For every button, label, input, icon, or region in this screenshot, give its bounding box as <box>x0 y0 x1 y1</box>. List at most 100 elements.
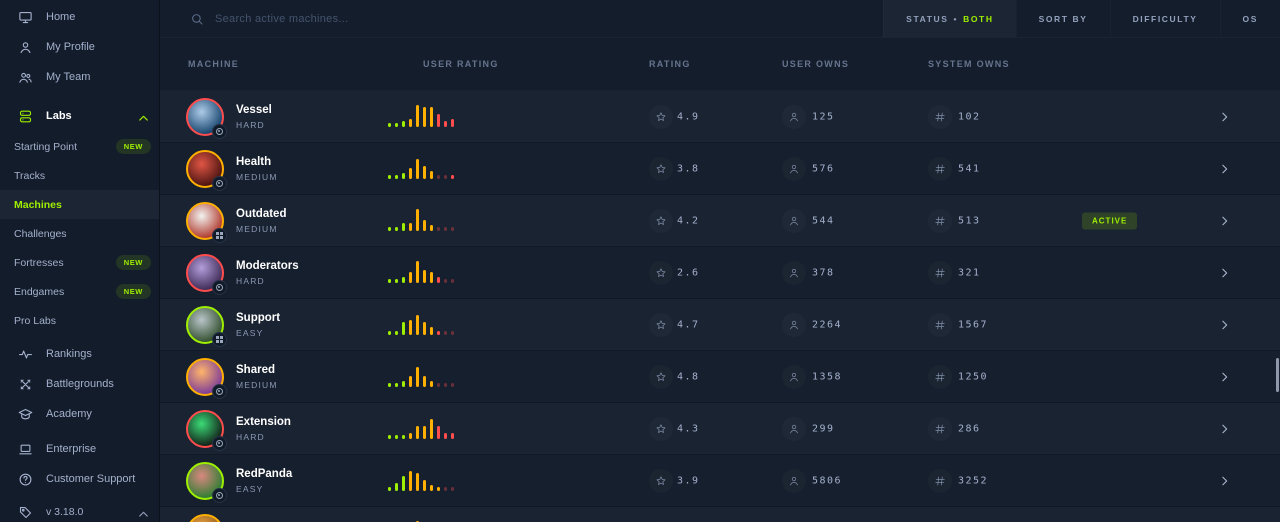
machine-row-redpanda[interactable]: RedPanda EASY 3.9 5806 3252 <box>160 455 1280 507</box>
machine-name: Vessel <box>236 103 272 116</box>
chevron-right-icon[interactable] <box>1218 110 1231 123</box>
filter-difficulty[interactable]: DIFFICULTY <box>1110 0 1220 37</box>
rating-value: 4.3 <box>677 423 700 434</box>
sidebar-item-label: Enterprise <box>46 443 97 455</box>
histogram-bar <box>388 279 391 283</box>
filter-status[interactable]: STATUS • BOTH <box>883 0 1016 37</box>
histogram-bar <box>388 435 391 439</box>
histogram-bar <box>430 484 433 491</box>
machine-row-health[interactable]: Health MEDIUM 3.8 576 541 <box>160 143 1280 195</box>
filter-os[interactable]: OS <box>1220 0 1280 37</box>
user-icon <box>782 105 806 129</box>
user-owns-value: 576 <box>812 163 835 174</box>
histogram-bar <box>437 175 440 179</box>
histogram-bar <box>444 279 447 283</box>
user-icon <box>18 40 33 55</box>
histogram-bar <box>423 220 426 231</box>
chevron-up-icon[interactable] <box>136 111 148 122</box>
sidebar-item-challenges[interactable]: Challenges <box>0 219 159 248</box>
machine-avatar <box>186 254 227 295</box>
active-status-badge: ACTIVE <box>1082 212 1138 229</box>
machine-avatar <box>186 410 227 451</box>
sidebar-item-tracks[interactable]: Tracks <box>0 161 159 190</box>
sidebar-item-academy[interactable]: Academy <box>0 399 159 429</box>
chevron-up-icon[interactable] <box>136 507 148 518</box>
machine-row-moderators[interactable]: Moderators HARD 2.6 378 321 <box>160 247 1280 299</box>
scrollbar-thumb[interactable] <box>1276 358 1279 392</box>
histogram-bar <box>395 227 398 231</box>
chevron-right-icon[interactable] <box>1218 266 1231 279</box>
chevron-right-icon[interactable] <box>1218 318 1231 331</box>
histogram-bar <box>409 376 412 387</box>
new-badge: NEW <box>115 284 151 299</box>
histogram-bar <box>437 426 440 439</box>
user-owns-value: 1358 <box>812 371 843 382</box>
machine-name-block: Outdated MEDIUM <box>236 195 286 246</box>
chevron-right-icon[interactable] <box>1218 370 1231 383</box>
filter-sort-by[interactable]: SORT BY <box>1016 0 1110 37</box>
histogram-bar <box>423 107 426 127</box>
star-icon <box>649 417 673 441</box>
filter-label: OS <box>1242 13 1258 24</box>
histogram-bar <box>451 118 454 127</box>
machine-rows: Vessel HARD 4.9 125 102 Health MEDIUM 3.8 576 541… <box>160 91 1280 522</box>
histogram-bar <box>444 383 447 387</box>
sidebar-item-pro-labs[interactable]: Pro Labs <box>0 306 159 335</box>
sidebar-item-label: Home <box>46 11 76 23</box>
machine-difficulty: MEDIUM <box>236 223 278 234</box>
histogram-bar <box>416 520 419 522</box>
sidebar-version[interactable]: v 3.18.0 <box>0 497 159 522</box>
machine-avatar <box>186 462 227 503</box>
sidebar-item-battlegrounds[interactable]: Battlegrounds <box>0 369 159 399</box>
machine-avatar <box>186 358 227 399</box>
sidebar-item-machines[interactable]: Machines <box>0 190 159 219</box>
machine-row-support[interactable]: Support EASY 4.7 2264 1567 <box>160 299 1280 351</box>
sidebar-item-labs[interactable]: Labs <box>0 100 159 132</box>
machine-row-shared[interactable]: Shared MEDIUM 4.8 1358 1250 <box>160 351 1280 403</box>
hash-icon <box>928 313 952 337</box>
sidebar-item-label: Battlegrounds <box>46 378 114 390</box>
histogram-bar <box>388 123 391 127</box>
system-owns-value: 1567 <box>958 319 989 330</box>
monitor-icon <box>18 10 33 25</box>
machine-name: Moderators <box>236 259 299 272</box>
chevron-right-icon[interactable] <box>1218 422 1231 435</box>
search-input[interactable] <box>215 12 535 25</box>
sidebar-item-home[interactable]: Home <box>0 2 159 32</box>
histogram-bar <box>409 118 412 127</box>
help-icon <box>18 472 33 487</box>
linux-os-badge-icon <box>212 176 227 191</box>
system-owns-value: 286 <box>958 423 981 434</box>
machine-row-vessel[interactable]: Vessel HARD 4.9 125 102 <box>160 91 1280 143</box>
histogram-bar <box>451 331 454 335</box>
sidebar-item-endgames[interactable]: Endgames NEW <box>0 277 159 306</box>
chevron-right-icon[interactable] <box>1218 474 1231 487</box>
star-icon <box>649 261 673 285</box>
column-header-user-rating: USER RATING <box>423 59 499 69</box>
histogram-bar <box>423 426 426 439</box>
machine-row-outdated[interactable]: Outdated MEDIUM 4.2 544 513 ACTIVE <box>160 195 1280 247</box>
sidebar-item-my-team[interactable]: My Team <box>0 62 159 92</box>
chevron-right-icon[interactable] <box>1218 214 1231 227</box>
sidebar-item-enterprise[interactable]: Enterprise <box>0 434 159 464</box>
machine-row-partial[interactable] <box>160 507 1280 522</box>
sidebar-item-customer-support[interactable]: Customer Support <box>0 464 159 494</box>
histogram-bar <box>430 224 433 231</box>
hash-icon <box>928 157 952 181</box>
sidebar-item-rankings[interactable]: Rankings <box>0 339 159 369</box>
sidebar-item-starting-point[interactable]: Starting Point NEW <box>0 132 159 161</box>
rating-value: 4.9 <box>677 111 700 122</box>
hash-icon <box>928 417 952 441</box>
user-owns-value: 299 <box>812 423 835 434</box>
main-panel: STATUS • BOTH SORT BY DIFFICULTY OS MACHINE US… <box>160 0 1280 522</box>
histogram-bar <box>395 123 398 127</box>
machine-avatar <box>186 150 227 191</box>
rating-value: 3.9 <box>677 475 700 486</box>
sidebar-subitem-label: Endgames <box>14 285 65 298</box>
sidebar-item-fortresses[interactable]: Fortresses NEW <box>0 248 159 277</box>
sidebar-item-my-profile[interactable]: My Profile <box>0 32 159 62</box>
machine-row-extension[interactable]: Extension HARD 4.3 299 286 <box>160 403 1280 455</box>
machine-difficulty: EASY <box>236 483 264 494</box>
version-label: v 3.18.0 <box>46 506 84 518</box>
chevron-right-icon[interactable] <box>1218 162 1231 175</box>
